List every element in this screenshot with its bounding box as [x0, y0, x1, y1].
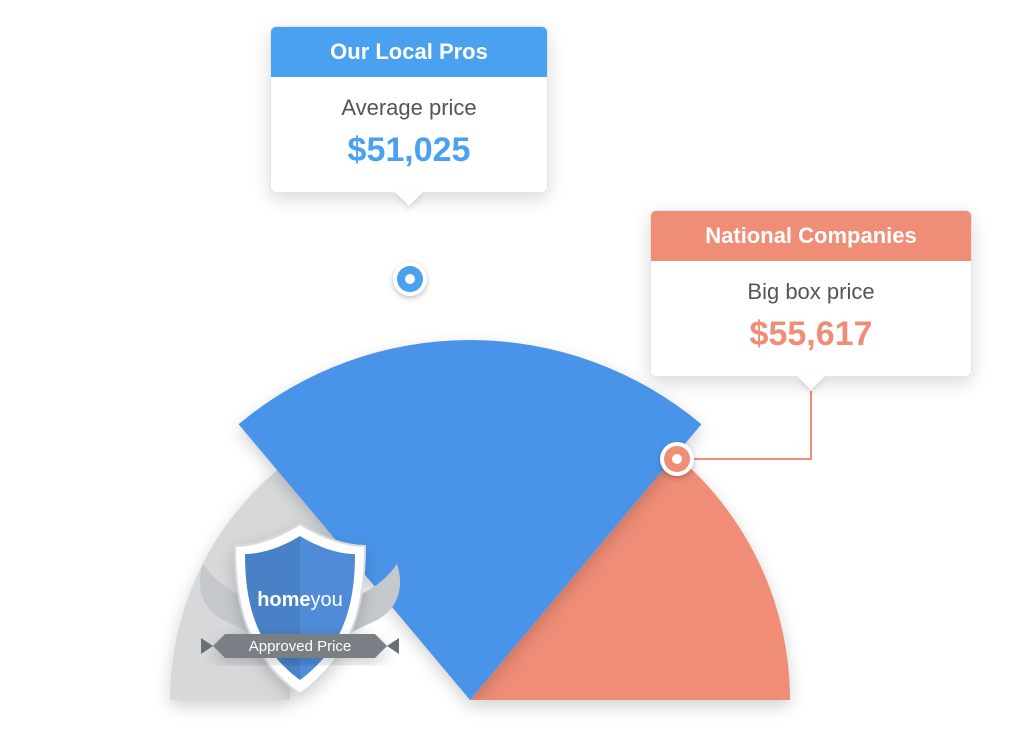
stage: homeyou Approved Price Our Local Pros Av… — [0, 0, 1024, 738]
brand-bottom: you — [311, 589, 343, 611]
pointer-icon — [797, 376, 825, 390]
national-price: $55,617 — [671, 315, 951, 354]
ribbon-icon: Approved Price — [201, 634, 399, 658]
national-anchor-dot — [660, 442, 694, 476]
local-pros-price: $51,025 — [291, 131, 527, 170]
svg-text:homeyou: homeyou — [257, 589, 343, 611]
local-anchor-dot — [393, 262, 427, 296]
local-pros-header: Our Local Pros — [271, 27, 547, 77]
local-pros-sub: Average price — [291, 95, 527, 121]
pointer-icon — [395, 192, 423, 206]
local-pros-card: Our Local Pros Average price $51,025 — [270, 26, 548, 193]
brand-top: home — [257, 589, 310, 611]
national-header: National Companies — [651, 211, 971, 261]
national-sub: Big box price — [671, 279, 951, 305]
approved-price-badge: homeyou Approved Price — [195, 506, 405, 726]
ribbon-text: Approved Price — [249, 638, 352, 655]
national-card: National Companies Big box price $55,617 — [650, 210, 972, 377]
shield-icon: homeyou Approved Price — [195, 506, 405, 726]
